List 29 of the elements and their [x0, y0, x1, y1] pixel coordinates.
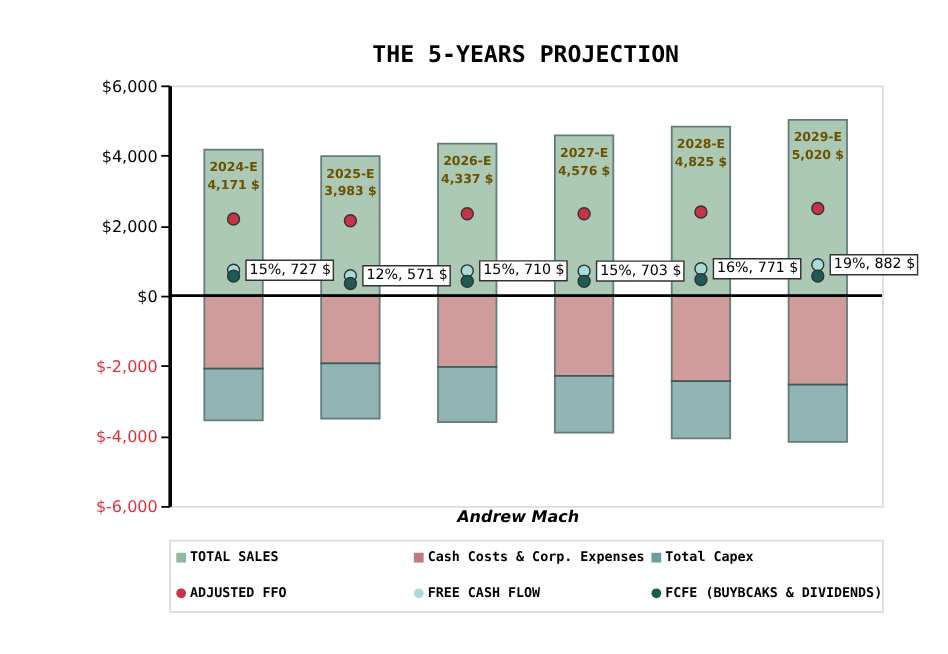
point [460, 207, 474, 221]
text: Andrew Mach [455, 508, 580, 527]
chart-title: THE 5-YEARS PROJECTION [372, 40, 680, 69]
y-tick-label: $0 [137, 287, 158, 306]
point [811, 258, 825, 272]
point [811, 201, 825, 216]
y-tick-label: $-2,000 [95, 358, 158, 377]
data-label: 12%, 571 $ [366, 265, 448, 284]
point [343, 276, 358, 291]
point [694, 205, 708, 219]
y-tick-label: $6,000 [101, 77, 158, 96]
point [694, 272, 708, 287]
point [226, 269, 241, 283]
point [343, 214, 358, 228]
y-tick-label: $-6,000 [95, 498, 158, 517]
data-label: 15%, 710 $ [483, 260, 565, 279]
point [811, 269, 825, 283]
data-label: 15%, 703 $ [600, 260, 682, 279]
point [577, 274, 591, 289]
y-tick-label: $2,000 [101, 217, 158, 236]
y-tick-label: $-4,000 [95, 428, 158, 447]
point [577, 207, 591, 221]
data-label: 16%, 771 $ [716, 258, 799, 277]
data-label: 15%, 727 $ [249, 259, 331, 278]
point [694, 262, 708, 276]
point [460, 274, 474, 289]
point [226, 212, 241, 226]
y-tick-label: $4,000 [101, 147, 158, 166]
data-label: 19%, 882 $ [833, 254, 916, 273]
